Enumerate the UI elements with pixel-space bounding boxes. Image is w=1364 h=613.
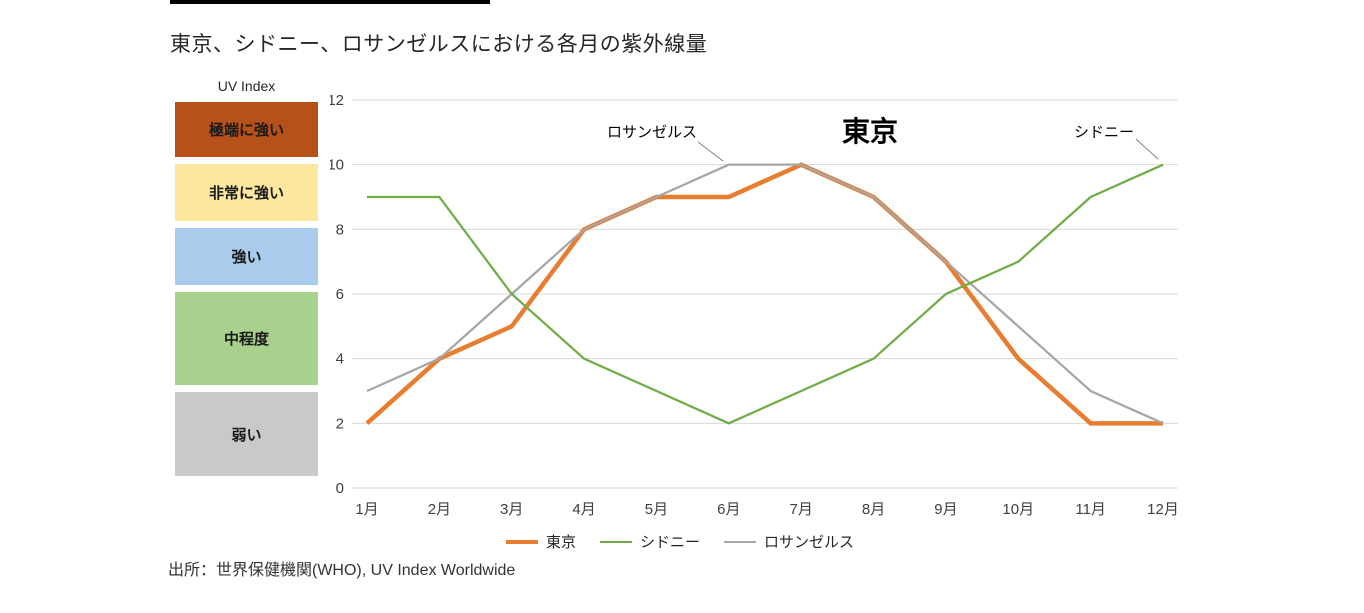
y-tick-label: 2 <box>336 415 344 432</box>
annotation-label: シドニー <box>1074 124 1134 141</box>
chart-title: 東京、シドニー、ロサンゼルスにおける各月の紫外線量 <box>170 33 708 56</box>
cropped-text-bar <box>170 0 490 4</box>
y-tick-label: 0 <box>336 480 344 497</box>
line-swatch-icon <box>599 540 632 543</box>
legend-item: 東京 <box>505 531 576 552</box>
uv-scale-label: 強い <box>231 249 262 266</box>
line-swatch-icon <box>505 539 538 544</box>
annotation-label: 東京 <box>842 115 898 147</box>
y-tick-label: 4 <box>336 351 344 368</box>
uv-scale-item: 非常に強い <box>175 164 318 221</box>
x-tick-label: 9月 <box>934 501 957 518</box>
x-tick-label: 11月 <box>1075 501 1106 518</box>
source-note: 出所：世界保健機関(WHO), UV Index Worldwide <box>168 562 516 579</box>
x-tick-label: 5月 <box>645 501 668 518</box>
line-swatch-icon <box>724 540 756 543</box>
x-tick-label: 6月 <box>717 501 740 518</box>
chart-legend: 東京 シドニー ロサンゼルス <box>430 531 930 552</box>
uv-line-chart: 0 2 4 6 8 10 12 1月 2月 3月 4月 5月 6月 7月 8月 9月 10月 11月 12月 ロサンゼ… <box>330 92 1179 518</box>
uv-index-scale: UV Index 極端に強い非常に強い強い中程度弱い <box>175 78 318 483</box>
uv-scale-item: 強い <box>175 228 318 285</box>
uv-scale-title: UV Index <box>217 78 276 94</box>
y-tick-label: 12 <box>330 92 344 109</box>
legend-label: 東京 <box>545 534 576 551</box>
x-tick-label: 3月 <box>500 501 523 518</box>
uv-scale-label: 極端に強い <box>208 122 284 139</box>
uv-scale-label: 弱い <box>231 426 262 444</box>
y-tick-label: 8 <box>336 221 344 238</box>
legend-item: シドニー <box>599 531 700 552</box>
series-line-ロサンゼルス <box>366 163 1164 425</box>
uv-scale-boxes: 極端に強い非常に強い強い中程度弱い <box>175 102 318 476</box>
uv-scale-item: 中程度 <box>175 292 318 385</box>
legend-label: ロサンゼルス <box>764 534 855 551</box>
x-tick-label: 7月 <box>790 501 813 518</box>
y-tick-label: 6 <box>336 286 344 303</box>
uv-scale-label: 中程度 <box>223 331 269 348</box>
uv-scale-label: 非常に強い <box>208 185 284 202</box>
x-tick-label: 4月 <box>572 501 595 518</box>
annotation-leader-line <box>697 141 724 162</box>
annotation-leader-line <box>1135 138 1159 160</box>
x-tick-label: 10月 <box>1002 501 1034 518</box>
x-tick-label: 2月 <box>428 501 451 518</box>
legend-item: ロサンゼルス <box>724 531 854 552</box>
x-tick-label: 8月 <box>862 501 885 518</box>
uv-scale-item: 弱い <box>175 392 318 476</box>
series-line-シドニー <box>367 163 1164 425</box>
uv-scale-item: 極端に強い <box>175 102 318 157</box>
x-tick-label: 1月 <box>355 501 378 518</box>
legend-label: シドニー <box>639 534 700 551</box>
y-tick-label: 10 <box>330 157 344 174</box>
x-tick-label: 12月 <box>1147 501 1179 518</box>
series-line-東京 <box>365 162 1163 426</box>
annotation-label: ロサンゼルス <box>607 124 697 141</box>
